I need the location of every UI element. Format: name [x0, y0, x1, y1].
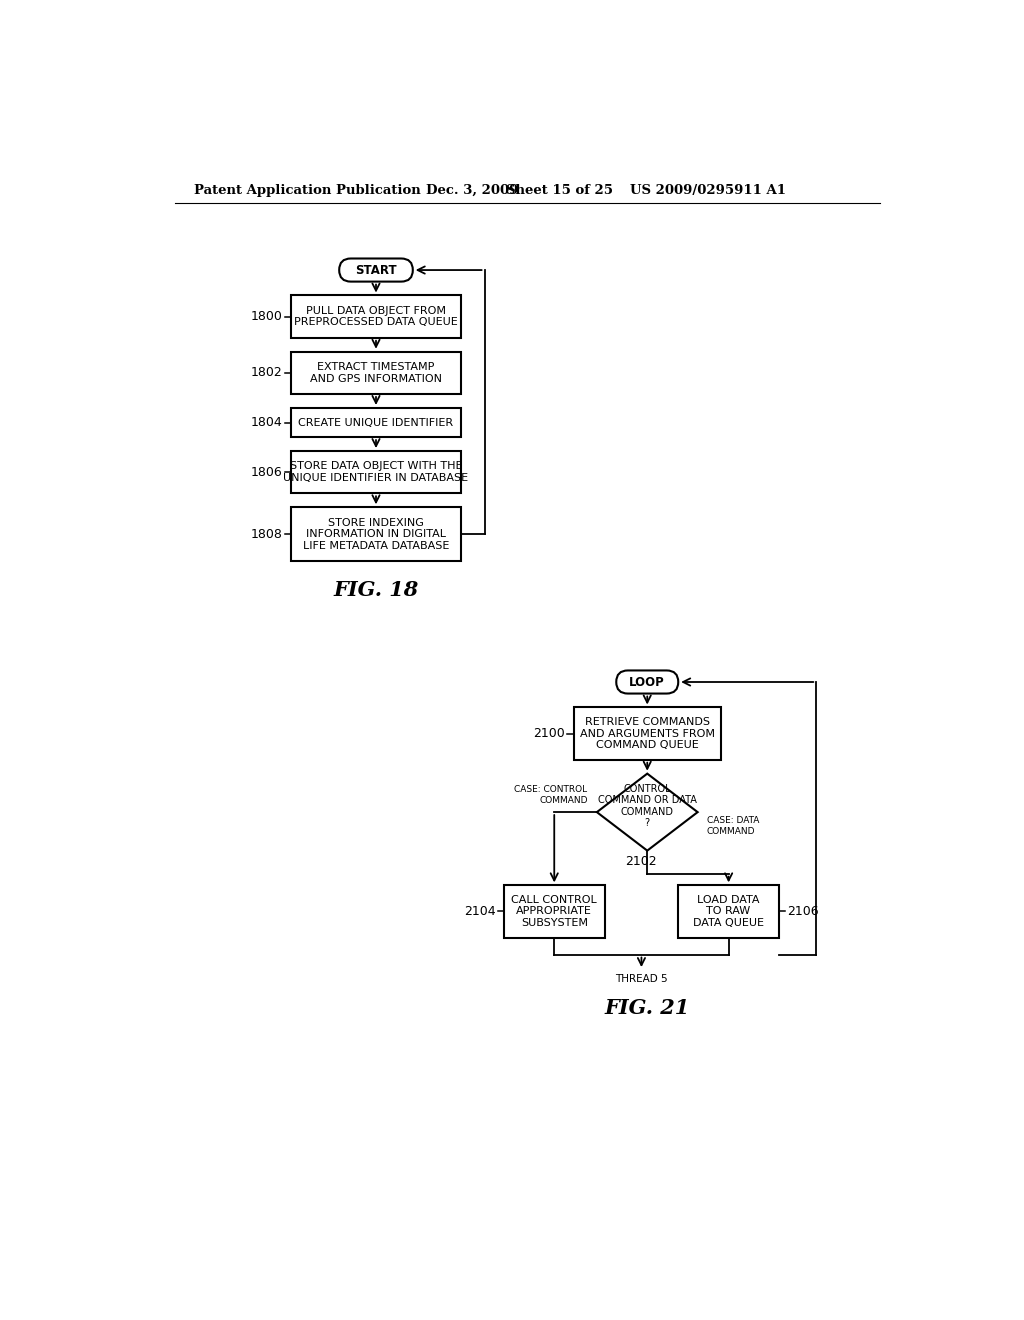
FancyBboxPatch shape	[291, 296, 461, 338]
Text: FIG. 21: FIG. 21	[604, 998, 690, 1019]
Text: CONTROL
COMMAND OR DATA
COMMAND
?: CONTROL COMMAND OR DATA COMMAND ?	[598, 784, 696, 829]
Text: 1808: 1808	[250, 528, 283, 541]
Text: 1806: 1806	[251, 466, 283, 479]
Text: 2104: 2104	[464, 906, 496, 917]
FancyBboxPatch shape	[573, 708, 721, 760]
FancyBboxPatch shape	[678, 886, 779, 937]
Text: CALL CONTROL
APPROPRIATE
SUBSYSTEM: CALL CONTROL APPROPRIATE SUBSYSTEM	[511, 895, 597, 928]
Text: 2102: 2102	[626, 855, 656, 869]
Text: Patent Application Publication: Patent Application Publication	[194, 185, 421, 197]
Text: CREATE UNIQUE IDENTIFIER: CREATE UNIQUE IDENTIFIER	[298, 417, 454, 428]
Text: 1804: 1804	[251, 416, 283, 429]
Text: FIG. 18: FIG. 18	[334, 581, 419, 601]
Text: RETRIEVE COMMANDS
AND ARGUMENTS FROM
COMMAND QUEUE: RETRIEVE COMMANDS AND ARGUMENTS FROM COM…	[580, 717, 715, 750]
Text: CASE: DATA
COMMAND: CASE: DATA COMMAND	[707, 816, 760, 836]
Text: 2100: 2100	[534, 727, 565, 741]
Text: 2106: 2106	[787, 906, 819, 917]
Polygon shape	[597, 774, 697, 850]
Text: STORE DATA OBJECT WITH THE
UNIQUE IDENTIFIER IN DATABASE: STORE DATA OBJECT WITH THE UNIQUE IDENTI…	[284, 462, 469, 483]
Text: CASE: CONTROL
COMMAND: CASE: CONTROL COMMAND	[514, 785, 588, 805]
Text: STORE INDEXING
INFORMATION IN DIGITAL
LIFE METADATA DATABASE: STORE INDEXING INFORMATION IN DIGITAL LI…	[303, 517, 450, 550]
Text: EXTRACT TIMESTAMP
AND GPS INFORMATION: EXTRACT TIMESTAMP AND GPS INFORMATION	[310, 362, 442, 384]
Text: Dec. 3, 2009: Dec. 3, 2009	[426, 185, 519, 197]
FancyBboxPatch shape	[339, 259, 413, 281]
Text: 1800: 1800	[250, 310, 283, 323]
Text: 1802: 1802	[251, 367, 283, 379]
Text: LOOP: LOOP	[630, 676, 666, 689]
FancyBboxPatch shape	[504, 886, 604, 937]
Text: Sheet 15 of 25: Sheet 15 of 25	[506, 185, 613, 197]
Text: PULL DATA OBJECT FROM
PREPROCESSED DATA QUEUE: PULL DATA OBJECT FROM PREPROCESSED DATA …	[294, 306, 458, 327]
Text: US 2009/0295911 A1: US 2009/0295911 A1	[630, 185, 786, 197]
Text: LOAD DATA
TO RAW
DATA QUEUE: LOAD DATA TO RAW DATA QUEUE	[693, 895, 764, 928]
Text: START: START	[355, 264, 397, 277]
FancyBboxPatch shape	[291, 351, 461, 395]
FancyBboxPatch shape	[291, 451, 461, 494]
FancyBboxPatch shape	[291, 507, 461, 561]
Text: THREAD 5: THREAD 5	[615, 974, 668, 985]
FancyBboxPatch shape	[291, 408, 461, 437]
FancyBboxPatch shape	[616, 671, 678, 693]
